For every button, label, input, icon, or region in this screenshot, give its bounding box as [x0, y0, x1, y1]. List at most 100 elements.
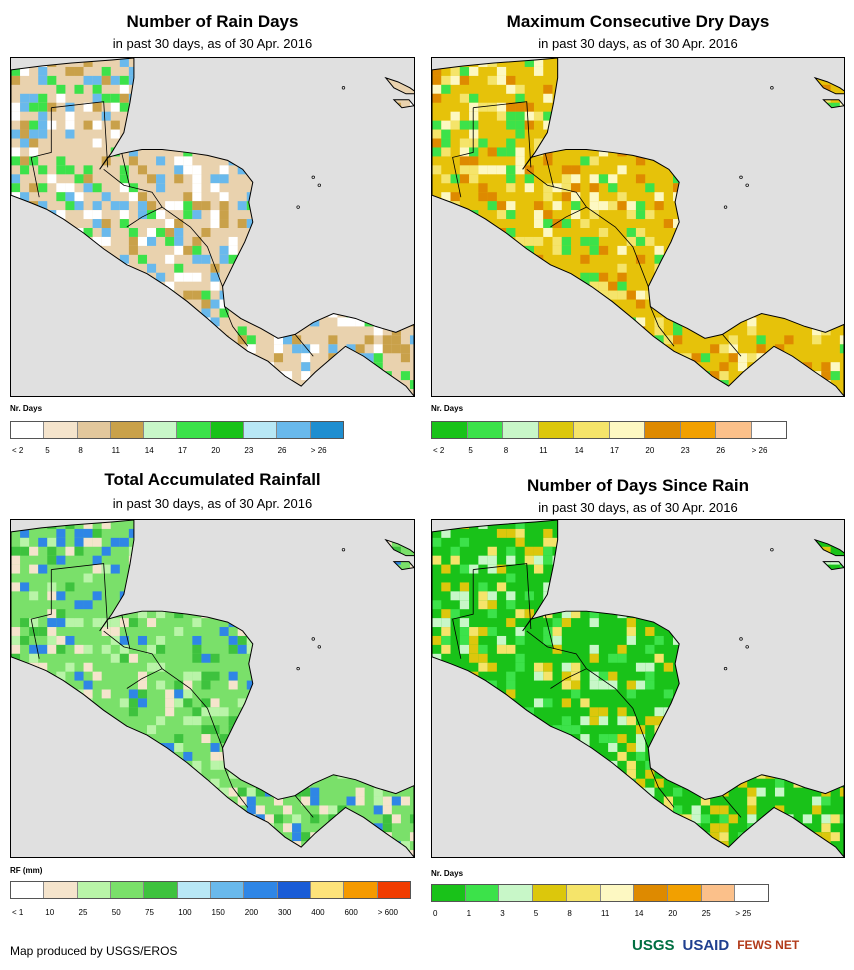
- legend-label: 5: [45, 446, 50, 455]
- legend-label: 20: [645, 446, 655, 455]
- usaid-logo: USAID: [682, 936, 730, 954]
- legend-swatch: [210, 422, 245, 438]
- legend-swatch: [634, 885, 668, 901]
- legend-swatch: [609, 422, 645, 438]
- legend-swatch: [244, 882, 278, 898]
- legend-label: < 2: [433, 446, 445, 455]
- legend-label: 75: [145, 908, 154, 917]
- days-since-rain-legend: [431, 884, 769, 902]
- legend-label: 400: [311, 908, 325, 917]
- legend-label: > 25: [735, 909, 752, 918]
- coastline: [432, 58, 844, 396]
- country-border: [224, 767, 249, 808]
- legend-swatch: [144, 422, 178, 438]
- legend-swatch: [277, 422, 311, 438]
- legend-label: 8: [78, 446, 83, 455]
- legend-swatch: [277, 882, 311, 898]
- legend-swatch: [11, 882, 45, 898]
- legend-swatch: [467, 422, 503, 438]
- country-border: [51, 101, 109, 168]
- total-rainfall-legend-title: RF (mm): [10, 866, 43, 875]
- legend-swatch: [574, 422, 610, 438]
- legend-swatch: [44, 422, 78, 438]
- jamaica-outline: [822, 561, 844, 571]
- legend-label: 11: [601, 909, 610, 918]
- legend-label: < 2: [12, 446, 24, 455]
- island: [317, 645, 321, 649]
- usgs-logo: USGS: [632, 936, 675, 954]
- legend-label: 26: [716, 446, 726, 455]
- legend-swatch: [44, 882, 78, 898]
- legend-swatch: [735, 885, 769, 901]
- legend-swatch: [538, 422, 574, 438]
- legend-swatch: [11, 422, 45, 438]
- island: [745, 645, 749, 649]
- country-border: [550, 206, 587, 228]
- days-since-rain-subtitle: in past 30 days, as of 30 Apr. 2016: [538, 500, 738, 515]
- country-border: [649, 306, 675, 347]
- total-rainfall-title: Total Accumulated Rainfall: [104, 470, 321, 489]
- country-border: [126, 206, 163, 228]
- country-border: [452, 107, 474, 198]
- legend-swatch: [751, 422, 786, 438]
- country-border: [452, 569, 474, 659]
- legend-swatch: [600, 885, 635, 901]
- island: [311, 637, 315, 641]
- legend-label: 23: [680, 446, 690, 455]
- island: [745, 183, 749, 187]
- legend-label: 14: [144, 446, 154, 455]
- legend-label: 150: [211, 908, 225, 917]
- island: [739, 175, 743, 179]
- legend-label: 17: [178, 446, 187, 455]
- legend-label: 20: [668, 909, 678, 918]
- legend-swatch: [77, 422, 111, 438]
- legend-label: 25: [701, 909, 711, 918]
- island: [723, 667, 728, 671]
- map-credit: Map produced by USGS/EROS: [10, 944, 178, 958]
- island: [770, 86, 774, 90]
- coastline: [432, 520, 844, 857]
- rain-days-title: Number of Rain Days: [126, 12, 299, 31]
- coastline: [11, 520, 414, 857]
- country-border: [544, 615, 554, 649]
- coastline: [11, 58, 414, 396]
- legend-swatch: [701, 885, 736, 901]
- dry-days-map: [431, 57, 845, 397]
- legend-label: 50: [111, 908, 121, 917]
- legend-swatch: [144, 882, 178, 898]
- legend-swatch: [377, 882, 410, 898]
- country-border: [473, 101, 532, 168]
- country-border: [30, 569, 52, 659]
- legend-label: 14: [634, 909, 644, 918]
- legend-label: 26: [277, 446, 287, 455]
- legend-swatch: [667, 885, 702, 901]
- total-rainfall-map: [10, 519, 415, 858]
- jamaica-outline: [392, 99, 414, 109]
- legend-label: 20: [211, 446, 221, 455]
- legend-swatch: [310, 882, 345, 898]
- country-border: [722, 795, 742, 818]
- island: [311, 175, 315, 179]
- country-border: [294, 334, 314, 357]
- legend-swatch: [503, 422, 539, 438]
- country-border: [51, 563, 109, 630]
- jamaica-outline: [822, 99, 844, 109]
- country-border: [121, 615, 131, 649]
- legend-label: > 26: [310, 446, 327, 455]
- legend-label: 200: [244, 908, 259, 917]
- legend-label: > 600: [377, 908, 398, 917]
- country-border: [722, 334, 742, 357]
- legend-swatch: [645, 422, 681, 438]
- rain-days-legend-title: Nr. Days: [10, 404, 43, 413]
- rain-days-subtitle: in past 30 days, as of 30 Apr. 2016: [112, 36, 313, 51]
- country-border: [121, 153, 131, 188]
- cuba-outline: [384, 538, 414, 557]
- island: [296, 205, 300, 209]
- legend-swatch: [533, 885, 567, 901]
- legend-swatch: [177, 882, 211, 898]
- dry-days-legend: [431, 421, 787, 439]
- legend-swatch: [110, 882, 145, 898]
- legend-label: 14: [574, 446, 584, 455]
- days-since-rain-legend-title: Nr. Days: [431, 869, 464, 878]
- country-border: [103, 630, 223, 749]
